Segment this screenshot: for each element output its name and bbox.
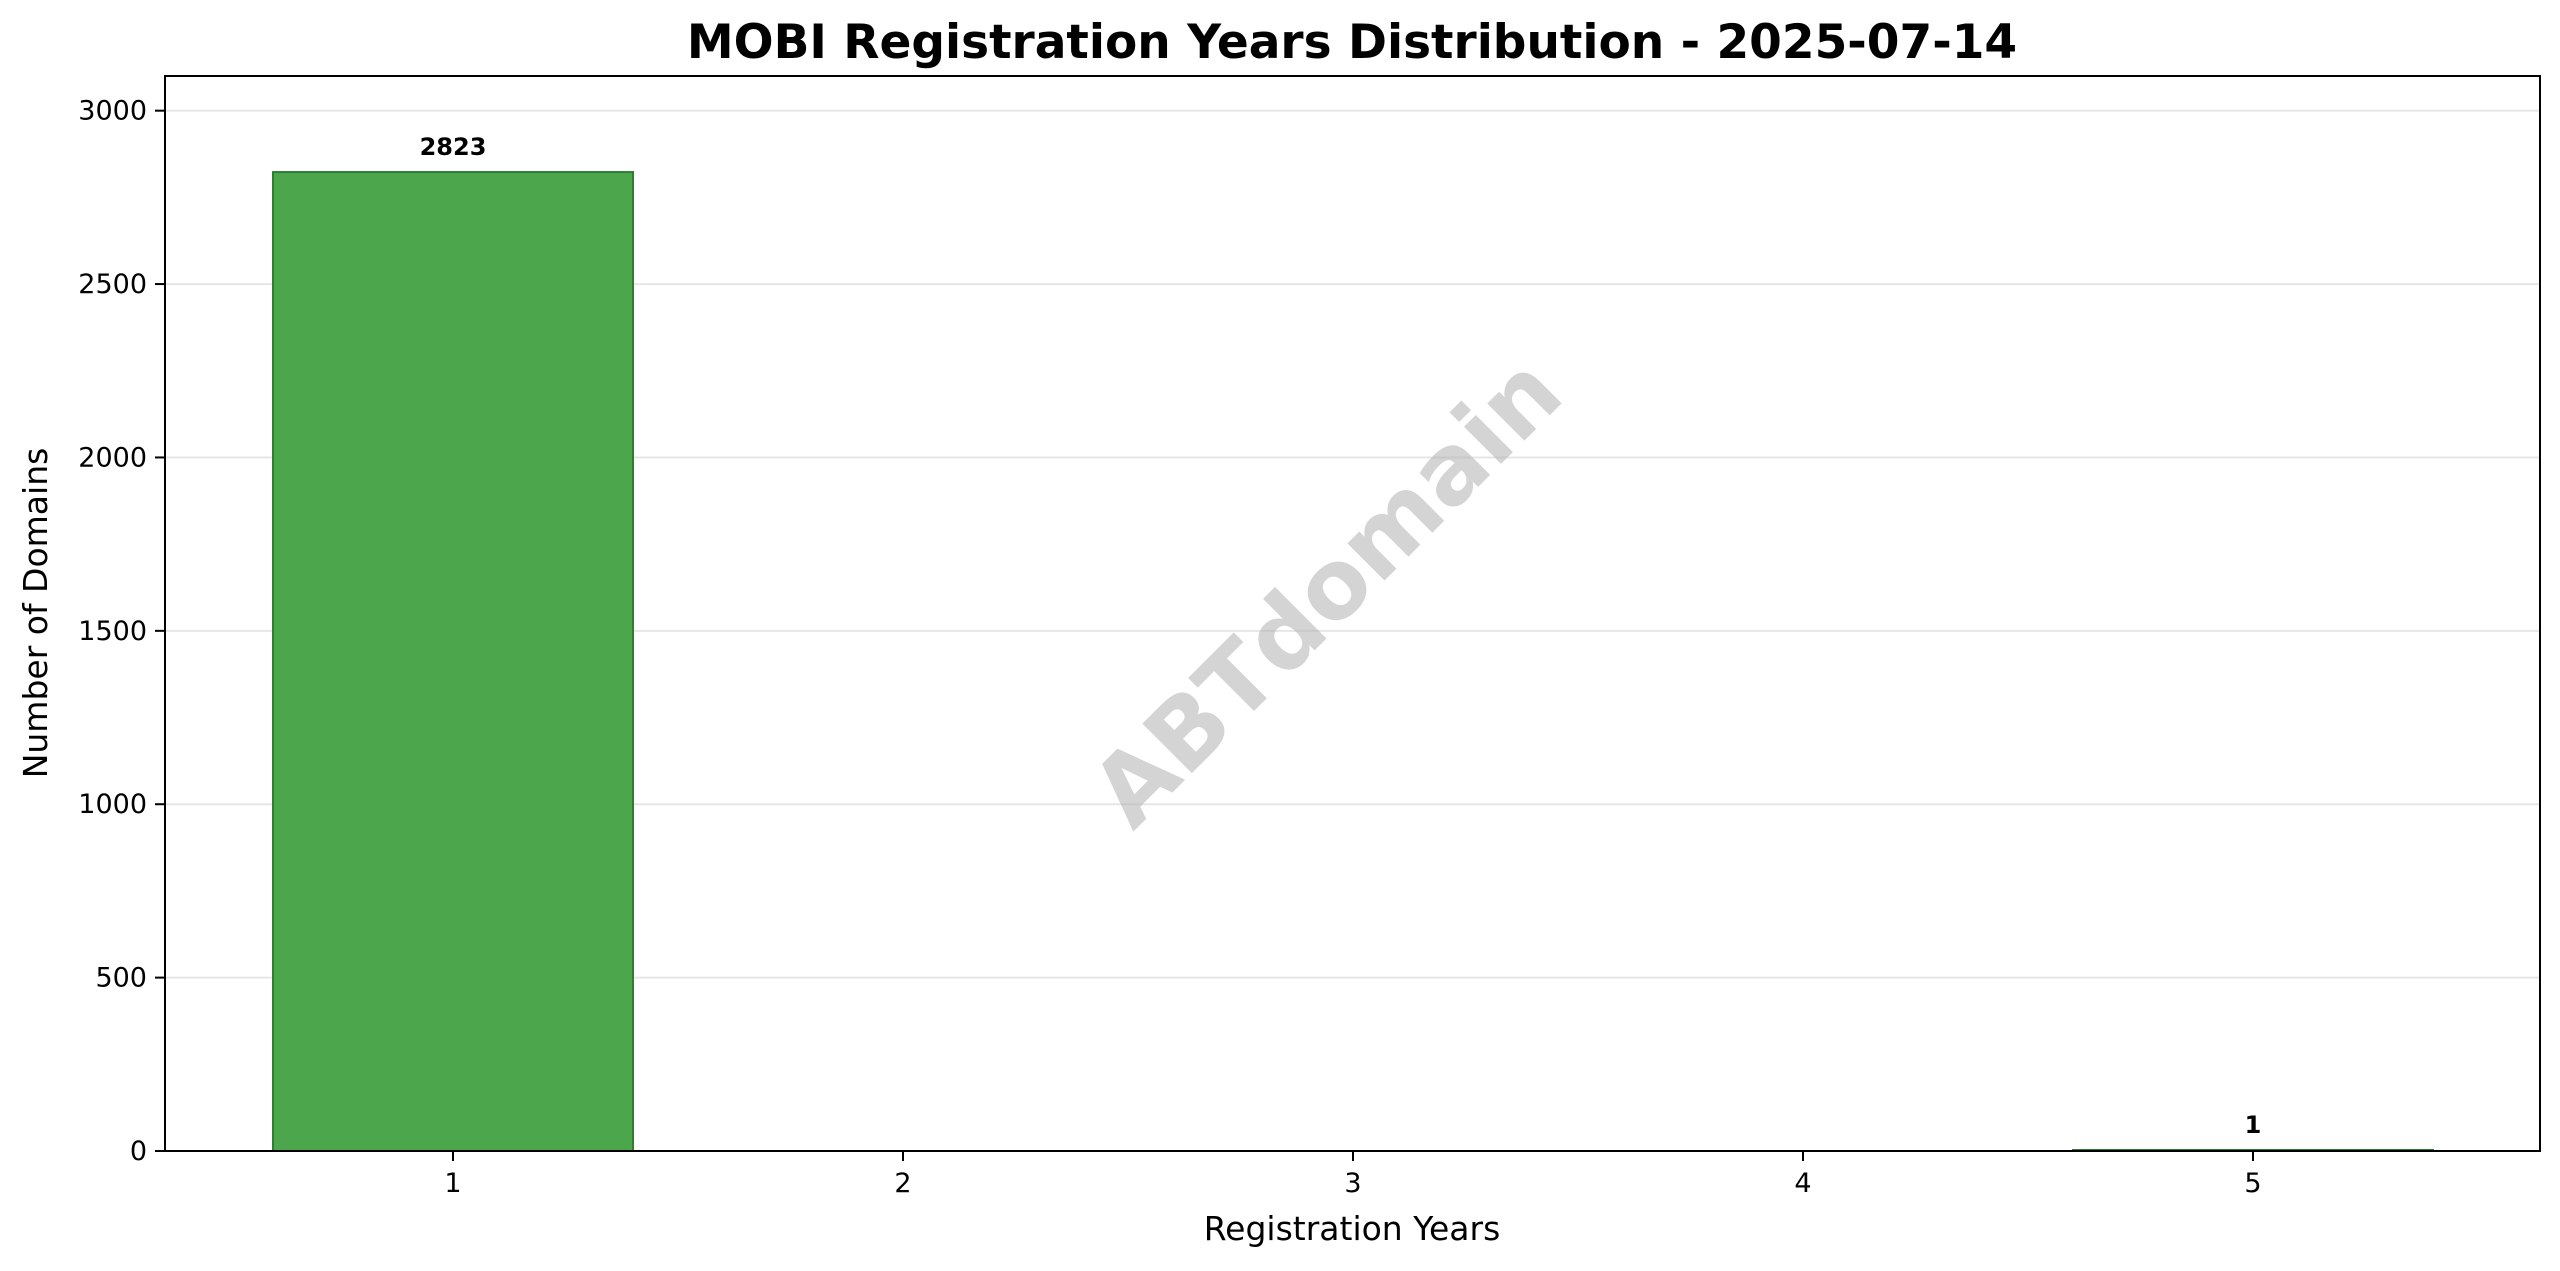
y-tick-label: 3000 [78, 96, 147, 127]
data-label-1: 2823 [420, 133, 487, 161]
data-label-5: 1 [2245, 1111, 2262, 1139]
y-tick-label: 1000 [78, 789, 147, 820]
y-tick-label: 1500 [78, 616, 147, 647]
x-tick-label: 2 [894, 1168, 911, 1199]
x-axis-ticks: 1 2 3 4 5 [444, 1151, 2262, 1199]
y-axis-ticks: 0 500 1000 1500 2000 2500 3000 [78, 96, 165, 1167]
x-tick-label: 1 [444, 1168, 461, 1199]
bar-1 [272, 171, 634, 1152]
x-axis-label: Registration Years [1204, 1209, 1501, 1248]
data-labels: 2823 1 [420, 133, 2262, 1139]
y-tick-label: 500 [95, 963, 147, 994]
y-axis-label: Number of Domains [16, 448, 55, 779]
x-tick-label: 4 [1794, 1168, 1811, 1199]
x-tick-label: 3 [1344, 1168, 1361, 1199]
y-tick-label: 2500 [78, 269, 147, 300]
y-tick-label: 2000 [78, 442, 147, 473]
chart-title: MOBI Registration Years Distribution - 2… [687, 15, 2017, 70]
bars [272, 171, 2434, 1152]
y-tick-label: 0 [130, 1136, 147, 1167]
watermark-text: ABTdomain [1070, 335, 1583, 848]
x-tick-label: 5 [2244, 1168, 2261, 1199]
